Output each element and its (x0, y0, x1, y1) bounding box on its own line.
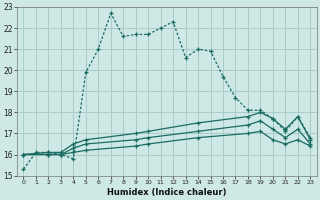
X-axis label: Humidex (Indice chaleur): Humidex (Indice chaleur) (107, 188, 227, 197)
